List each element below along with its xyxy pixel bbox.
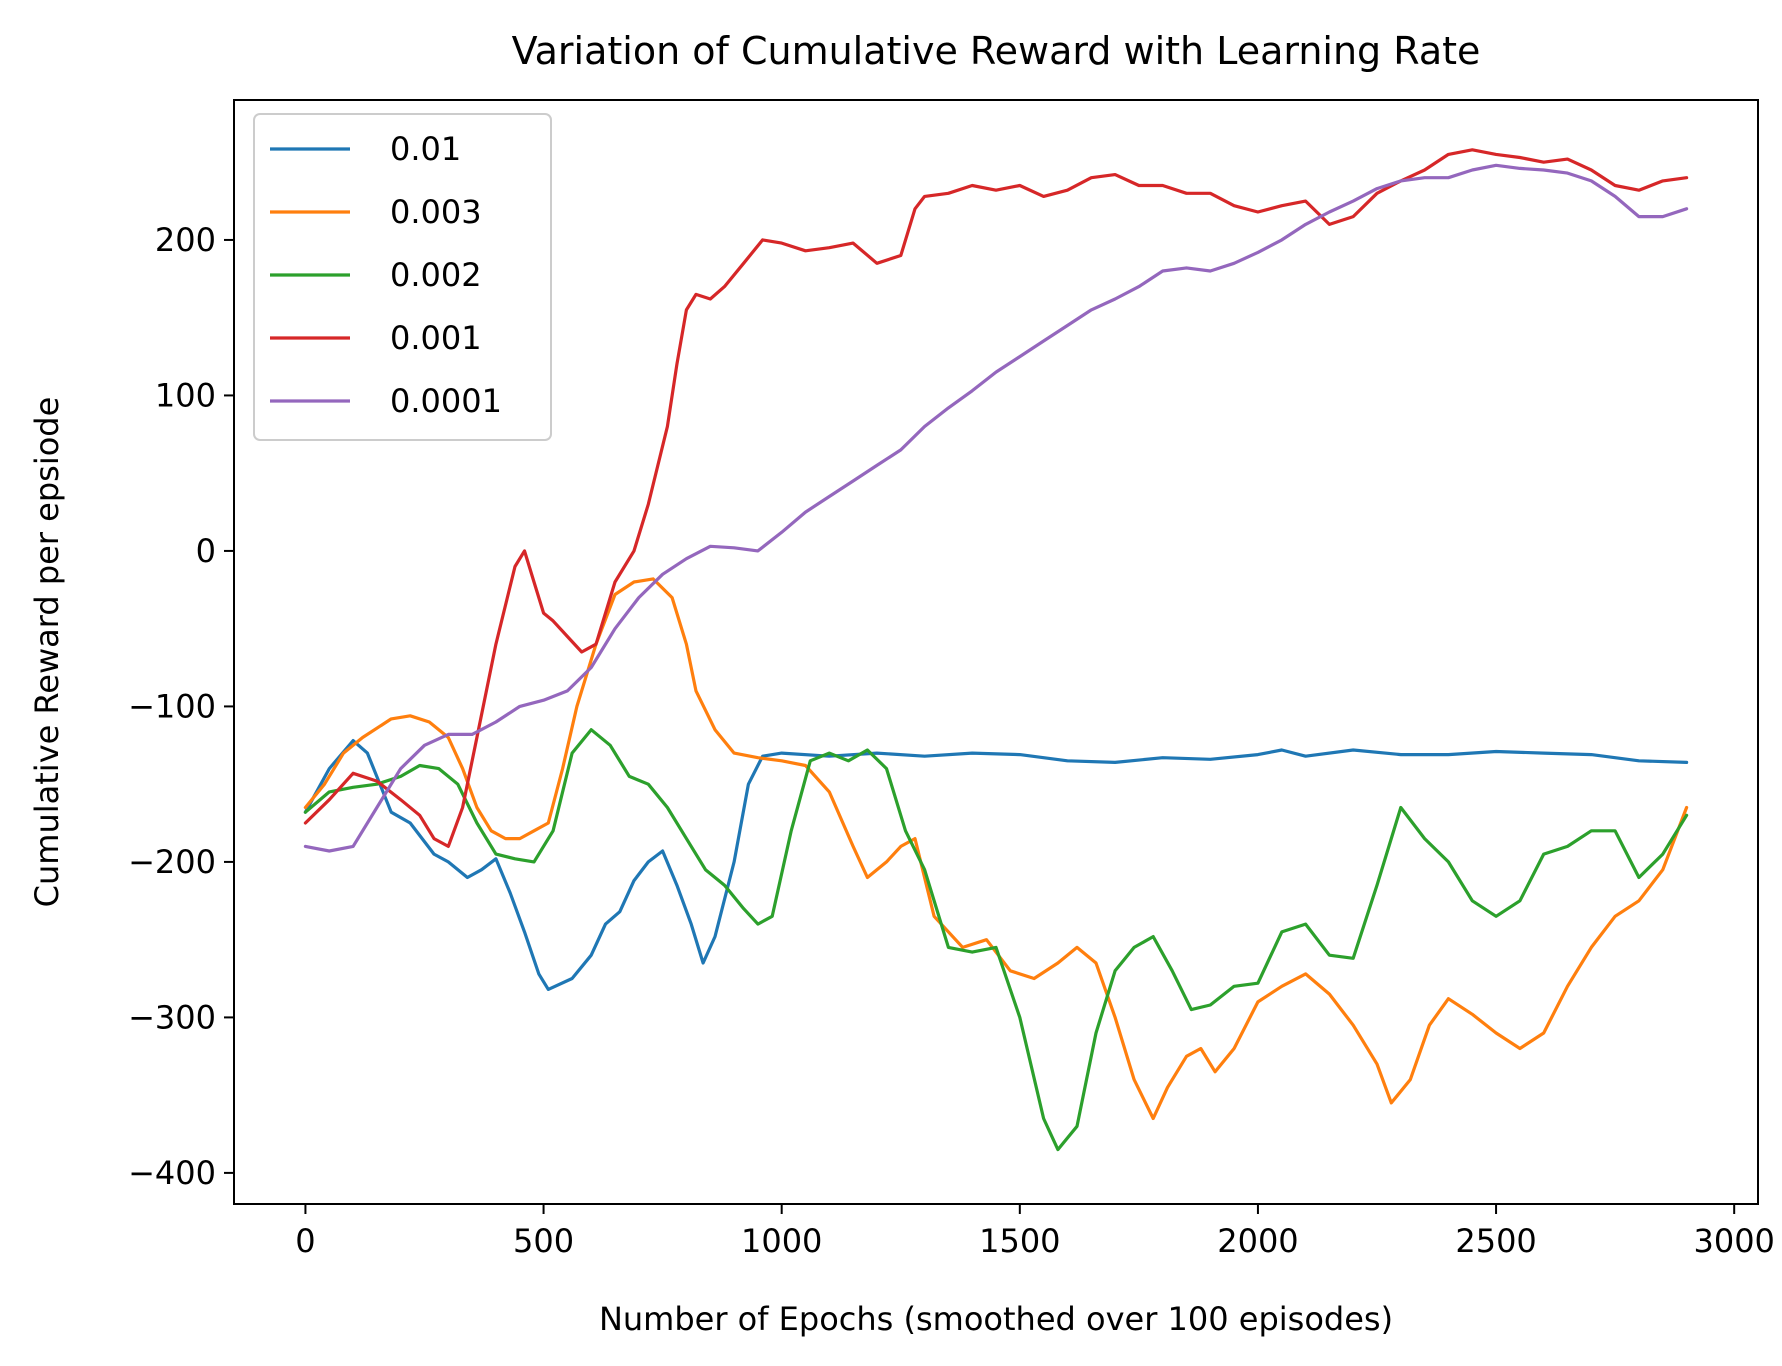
legend-box <box>253 113 552 441</box>
x-tick-label: 3000 <box>1693 1222 1774 1260</box>
x-tick-label: 2500 <box>1455 1222 1536 1260</box>
legend-label: 0.01 <box>390 130 461 168</box>
series-layer <box>303 148 1689 1152</box>
series-line-2 <box>303 728 1689 1152</box>
y-tick-label: −300 <box>128 998 216 1036</box>
x-tick-label: 1500 <box>979 1222 1060 1260</box>
chart-title: Variation of Cumulative Reward with Lear… <box>512 29 1481 73</box>
x-tick-label: 0 <box>295 1222 315 1260</box>
legend: 0.01 0.003 0.002 0.001 0.0001 <box>253 113 552 441</box>
legend-label: 0.001 <box>390 319 482 357</box>
x-tick-label: 2000 <box>1217 1222 1298 1260</box>
x-tick-label: 1000 <box>741 1222 822 1260</box>
x-tick-label: 500 <box>513 1222 574 1260</box>
x-axis: 0 500 1000 1500 2000 2500 3000 <box>295 1204 1775 1260</box>
series-line-1 <box>303 577 1689 1121</box>
y-tick-label: −200 <box>128 843 216 881</box>
y-axis-label: Cumulative Reward per epsiode <box>28 397 66 908</box>
series-line-3 <box>303 148 1689 849</box>
series-line-0 <box>303 738 1689 992</box>
series-line-4 <box>303 163 1689 853</box>
y-tick-label: 0 <box>196 532 216 570</box>
x-axis-label: Number of Epochs (smoothed over 100 epis… <box>599 1300 1393 1338</box>
y-tick-label: −100 <box>128 687 216 725</box>
y-axis: −400 −300 −200 −100 0 100 200 <box>128 221 234 1192</box>
y-tick-label: −400 <box>128 1154 216 1192</box>
y-tick-label: 100 <box>155 376 216 414</box>
y-tick-label: 200 <box>155 221 216 259</box>
plot-frame <box>233 99 1759 1205</box>
legend-label: 0.0001 <box>390 382 502 420</box>
legend-label: 0.003 <box>390 193 482 231</box>
legend-label: 0.002 <box>390 256 482 294</box>
